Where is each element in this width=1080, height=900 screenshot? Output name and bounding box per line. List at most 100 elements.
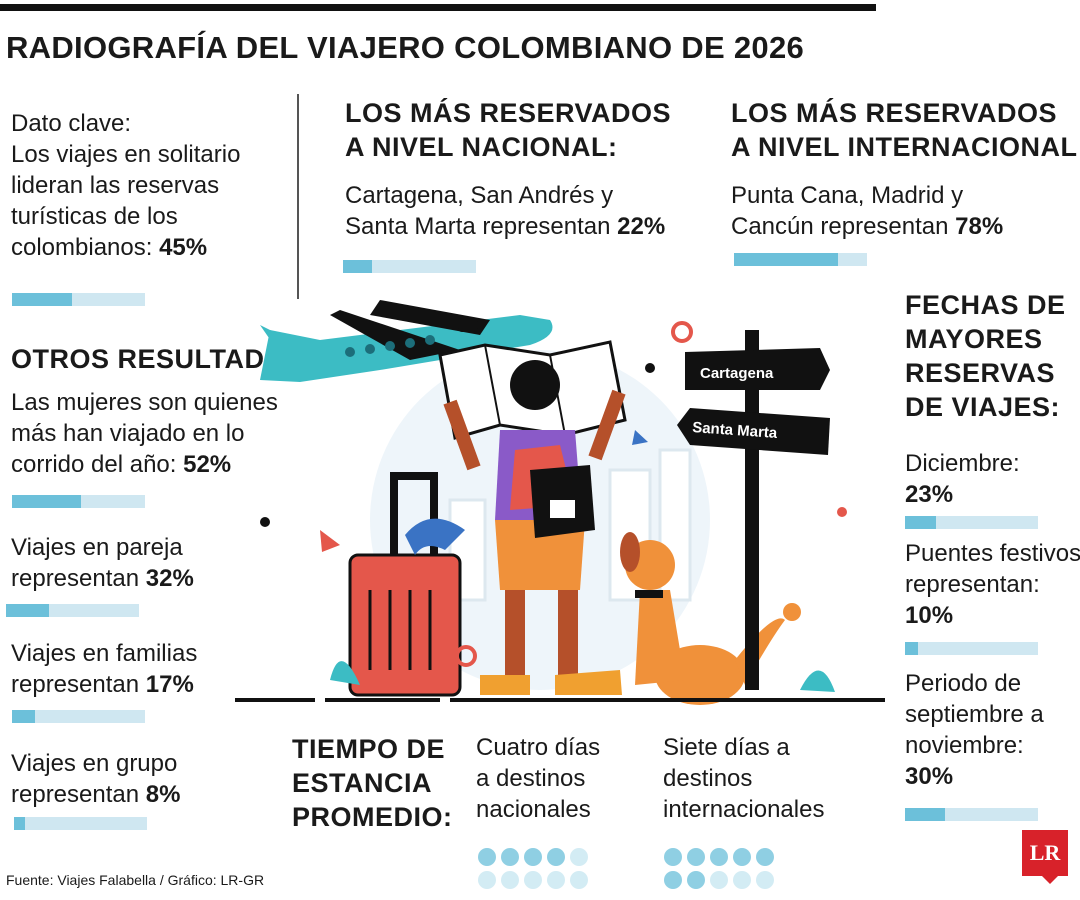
heading-line: MAYORES xyxy=(905,324,1043,354)
item-line: representan: xyxy=(905,571,1040,598)
travel-illustration: Cartagena Santa Marta xyxy=(235,300,885,705)
key-fact-line: Dato clave: xyxy=(11,110,132,137)
day-dot xyxy=(756,871,774,889)
day-dot xyxy=(524,871,542,889)
key-fact-line: Los viajes en solitario xyxy=(11,141,241,168)
item-line: representan 8% xyxy=(11,779,180,810)
otros-item-pareja: Viajes en pareja representan 32% xyxy=(11,532,194,594)
item-line: destinos xyxy=(663,765,753,792)
estancia-heading: TIEMPO DE ESTANCIA PROMEDIO: xyxy=(292,732,453,834)
heading-line: LOS MÁS RESERVADOS xyxy=(731,98,1058,128)
bar-fill xyxy=(905,516,936,529)
key-fact-text: colombianos: xyxy=(11,234,160,261)
estancia-internacional: Siete días a destinos internacionales xyxy=(663,732,824,825)
item-line: representan 32% xyxy=(11,563,194,594)
item-text: representan xyxy=(11,565,146,592)
item-line: Santa Marta representan 22% xyxy=(345,211,665,242)
heading-line: LOS MÁS RESERVADOS xyxy=(345,98,672,128)
item-line: Viajes en familias xyxy=(11,640,198,667)
bar-fill xyxy=(905,642,919,655)
fechas-diciembre: Diciembre: 23% xyxy=(905,448,1020,510)
bar-fill xyxy=(14,817,25,830)
nacional-heading: LOS MÁS RESERVADOS A NIVEL NACIONAL: xyxy=(345,96,671,164)
heading-line: A NIVEL INTERNACIONAL: xyxy=(731,132,1080,162)
luggage-icon xyxy=(348,472,465,697)
day-dot xyxy=(547,848,565,866)
bar-fill xyxy=(6,604,49,617)
key-fact-line: lideran las reservas xyxy=(11,172,220,199)
item-line: Viajes en pareja xyxy=(11,534,183,561)
day-dot xyxy=(664,871,682,889)
item-text: Cancún representan xyxy=(731,213,956,240)
days-dots-nacional xyxy=(478,848,588,889)
diciembre-bar xyxy=(905,516,1038,529)
heading-line: FECHAS DE xyxy=(905,290,1066,320)
heading-line: ESTANCIA xyxy=(292,768,433,798)
bar-fill xyxy=(343,260,373,273)
heading-line: DE VIAJES: xyxy=(905,392,1061,422)
fechas-heading: FECHAS DE MAYORES RESERVAS DE VIAJES: xyxy=(905,288,1066,424)
item-line: Siete días a xyxy=(663,734,790,761)
key-fact-line: colombianos: 45% xyxy=(11,232,240,263)
bar-fill xyxy=(12,710,35,723)
item-line: más han viajado en lo xyxy=(11,420,245,447)
bar-fill xyxy=(905,808,945,821)
item-text: Santa Marta representan xyxy=(345,213,618,240)
fechas-periodo: Periodo de septiembre a noviembre: 30% xyxy=(905,668,1044,792)
heading-line: RESERVAS xyxy=(905,358,1056,388)
days-dots-internacional xyxy=(664,848,774,889)
internacional-heading: LOS MÁS RESERVADOS A NIVEL INTERNACIONAL… xyxy=(731,96,1080,164)
bar-fill xyxy=(734,253,838,266)
nacional-text: Cartagena, San Andrés y Santa Marta repr… xyxy=(345,180,665,242)
signpost: Cartagena Santa Marta xyxy=(677,330,830,690)
key-fact-bar xyxy=(12,293,145,306)
decorations xyxy=(260,321,847,692)
day-dot xyxy=(501,871,519,889)
item-value: 22% xyxy=(617,213,666,240)
heading-line: PROMEDIO: xyxy=(292,802,453,832)
mujeres-bar xyxy=(12,495,145,508)
airplane-icon xyxy=(260,300,553,382)
day-dot xyxy=(687,871,705,889)
fechas-puentes: Puentes festivos representan: 10% xyxy=(905,538,1080,631)
item-line: Cancún representan 78% xyxy=(731,211,1003,242)
day-dot xyxy=(733,848,751,866)
item-value: 30% xyxy=(905,763,954,790)
estancia-nacional: Cuatro días a destinos nacionales xyxy=(476,732,600,825)
day-dot xyxy=(664,848,682,866)
otros-item-familias: Viajes en familias representan 17% xyxy=(11,638,197,700)
divider xyxy=(297,94,299,299)
familias-bar xyxy=(12,710,145,723)
day-dot xyxy=(756,848,774,866)
item-line: Periodo de xyxy=(905,670,1022,697)
item-value: 8% xyxy=(145,781,181,808)
item-line: Punta Cana, Madrid y xyxy=(731,182,964,209)
day-dot xyxy=(570,848,588,866)
internacional-text: Punta Cana, Madrid y Cancún representan … xyxy=(731,180,1003,242)
day-dot xyxy=(570,871,588,889)
source-note: Fuente: Viajes Falabella / Gráfico: LR-G… xyxy=(6,872,265,888)
lr-logo: LR xyxy=(1022,830,1068,876)
day-dot xyxy=(547,871,565,889)
puentes-bar xyxy=(905,642,1038,655)
page-title: RADIOGRAFÍA DEL VIAJERO COLOMBIANO DE 20… xyxy=(6,30,805,65)
item-line: Diciembre: xyxy=(905,450,1020,477)
day-dot xyxy=(478,848,496,866)
item-value: 78% xyxy=(955,213,1004,240)
day-dot xyxy=(478,871,496,889)
pareja-bar xyxy=(6,604,139,617)
item-value: 32% xyxy=(145,565,194,592)
item-line: noviembre: xyxy=(905,732,1024,759)
item-line: internacionales xyxy=(663,796,825,823)
day-dot xyxy=(501,848,519,866)
item-text: representan xyxy=(11,671,146,698)
item-line: Cuatro días xyxy=(476,734,601,761)
item-line: Las mujeres son quienes xyxy=(11,389,278,416)
sign-cartagena: Cartagena xyxy=(700,365,774,382)
top-rule xyxy=(0,4,876,11)
grupo-bar xyxy=(14,817,147,830)
item-line: nacionales xyxy=(476,796,591,823)
key-fact: Dato clave: Los viajes en solitario lide… xyxy=(11,108,240,263)
item-value: 23% xyxy=(905,481,954,508)
traveler-figure xyxy=(443,360,626,695)
